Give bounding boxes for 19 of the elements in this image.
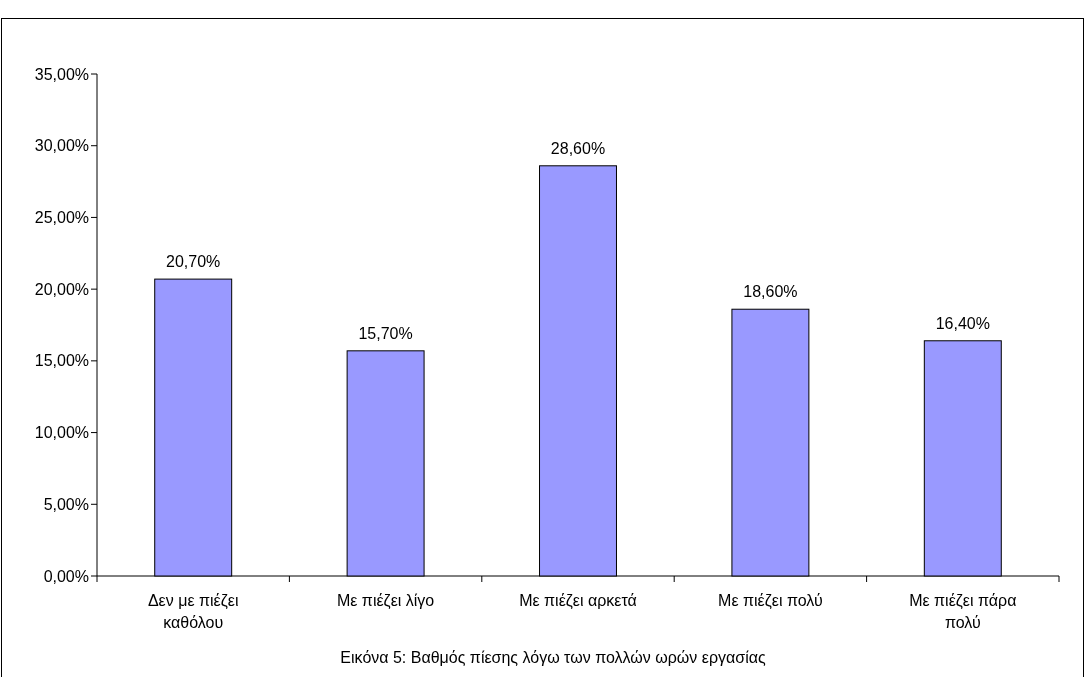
y-tick-label: 15,00% xyxy=(34,352,89,370)
text: Εικόνα 5: Βαθμός πίεσης λόγω των πολλών ωρών εργασίας xyxy=(340,649,766,666)
x-tick-label: Με πιέζει πάρα πολύ xyxy=(909,592,1017,631)
y-tick-label: 25,00% xyxy=(34,209,89,227)
data-label: 18,60% xyxy=(743,283,798,301)
data-label: 15,70% xyxy=(358,324,413,342)
y-tick-label: 0,00% xyxy=(43,567,89,585)
y-tick-label: 5,00% xyxy=(43,495,89,513)
data-label: 28,60% xyxy=(550,139,606,157)
y-tick-label: 10,00% xyxy=(34,424,89,442)
x-tick-label: Με πιέζει λίγο xyxy=(336,592,435,610)
y-tick-label: 30,00% xyxy=(34,137,89,155)
x-tick-label: Δεν με πιέζει καθόλου xyxy=(147,592,239,631)
data-label: 16,40% xyxy=(935,314,990,332)
x-tick-label: Με πιέζει πολύ xyxy=(718,592,823,610)
data-label: 20,70% xyxy=(166,253,221,271)
y-tick-label: 20,00% xyxy=(34,280,89,298)
y-tick-label: 35,00% xyxy=(34,65,89,83)
x-tick-label: Με πιέζει αρκετά xyxy=(519,592,637,610)
